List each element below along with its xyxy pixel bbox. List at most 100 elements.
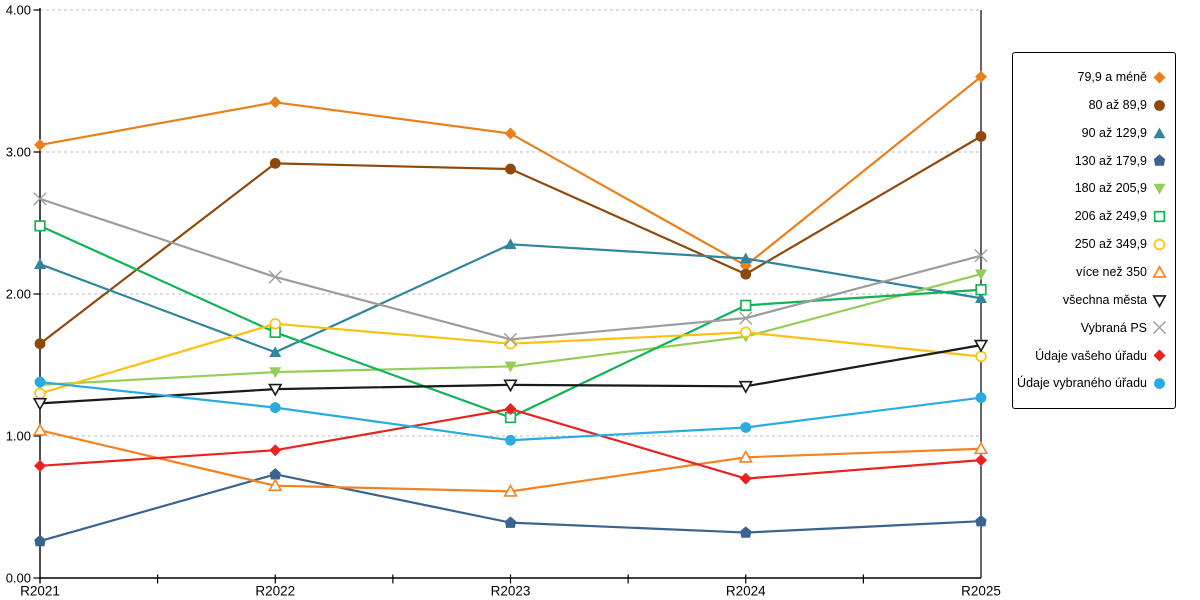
series-marker-3 <box>269 468 281 480</box>
series-marker-4 <box>975 269 987 281</box>
series-marker-0 <box>504 127 517 140</box>
legend-item: Údaje vybraného úřadu <box>1017 376 1167 391</box>
series-marker-2 <box>739 252 752 264</box>
series-marker-3 <box>975 515 987 527</box>
series-marker-8 <box>503 379 518 393</box>
legend-item: 250 až 349,9 <box>1017 237 1167 252</box>
series-marker-6 <box>739 326 752 339</box>
series-marker-4 <box>269 367 282 379</box>
square-outline-icon <box>1152 209 1167 224</box>
series-marker-2 <box>504 238 517 250</box>
triangle-down-outline-icon <box>1152 293 1167 308</box>
series-marker-10 <box>504 403 517 416</box>
y-tick-label: 0.00 <box>6 571 31 586</box>
series-marker-11 <box>740 422 752 433</box>
series-marker-1 <box>269 157 281 169</box>
series-marker-7 <box>973 441 989 455</box>
series-marker-0 <box>269 96 282 109</box>
series-marker-1 <box>975 130 987 142</box>
legend-label: Vybraná PS <box>1080 320 1147 335</box>
series-marker-1 <box>740 268 752 280</box>
legend-item: více než 350 <box>1017 264 1167 280</box>
triangle-outline-icon <box>1152 264 1167 280</box>
x-tick-label: R2022 <box>255 584 295 599</box>
series-marker-11 <box>975 392 987 404</box>
series-marker-6 <box>975 350 987 363</box>
series-marker-5 <box>740 299 752 312</box>
legend-label: Údaje vašeho úřadu <box>1035 348 1147 363</box>
series-marker-3 <box>740 526 752 538</box>
x-tick-label: R2025 <box>961 584 1001 599</box>
circle-icon <box>1152 98 1167 113</box>
triangle-down-icon <box>1152 181 1167 196</box>
y-tick-label: 1.00 <box>6 429 31 444</box>
diamond-icon <box>1152 348 1167 363</box>
series-marker-7 <box>738 449 753 463</box>
legend-label: 250 až 349,9 <box>1074 237 1147 252</box>
legend-item: 90 až 129,9 <box>1017 126 1167 141</box>
series-marker-9 <box>739 311 753 325</box>
y-tick-label: 2.00 <box>6 287 31 302</box>
legend-item: 180 až 205,9 <box>1017 181 1167 196</box>
legend-item: 130 až 179,9 <box>1017 153 1167 168</box>
y-tick-label: 3.00 <box>6 145 31 160</box>
series-marker-1 <box>34 338 46 350</box>
legend-item: Vybraná PS <box>1017 320 1167 335</box>
series-marker-8 <box>32 397 48 411</box>
series-marker-10 <box>269 444 282 457</box>
series-marker-9 <box>974 249 988 263</box>
series-marker-8 <box>268 383 283 397</box>
series-marker-10 <box>739 472 752 485</box>
series-marker-11 <box>34 376 46 388</box>
series-marker-3 <box>504 516 517 528</box>
legend-label: 90 až 129,9 <box>1081 125 1147 140</box>
series-marker-10 <box>34 459 46 472</box>
series-marker-2 <box>34 258 46 269</box>
series-marker-5 <box>34 220 46 232</box>
series-marker-1 <box>505 163 516 175</box>
circle-icon <box>1152 376 1167 391</box>
triangle-up-icon <box>1152 126 1167 141</box>
legend-item: všechna města <box>1017 293 1167 308</box>
series-marker-9 <box>268 270 282 284</box>
series-marker-11 <box>269 402 281 413</box>
series-marker-4 <box>504 361 517 373</box>
legend-label: více než 350 <box>1076 265 1147 279</box>
series-marker-0 <box>975 70 987 83</box>
series-marker-9 <box>504 332 517 346</box>
x-icon <box>1152 320 1167 335</box>
pentagon-icon <box>1152 153 1167 168</box>
legend-label: 180 až 205,9 <box>1074 181 1147 196</box>
series-marker-6 <box>34 387 46 400</box>
series-marker-8 <box>738 380 753 394</box>
legend-label: Údaje vybraného úřadu <box>1017 376 1147 391</box>
circle-outline-icon <box>1152 237 1167 252</box>
legend-label: 206 až 249,9 <box>1074 209 1147 224</box>
series-marker-8 <box>973 339 989 353</box>
legend-item: Údaje vašeho úřadu <box>1017 348 1167 363</box>
series-marker-0 <box>34 138 46 151</box>
series-marker-7 <box>32 422 48 436</box>
series-marker-7 <box>503 483 518 497</box>
x-tick-label: R2021 <box>20 584 60 599</box>
legend-item: 206 až 249,9 <box>1017 209 1167 224</box>
series-marker-3 <box>34 534 46 547</box>
legend-label: 80 až 89,9 <box>1088 97 1147 112</box>
series-marker-10 <box>975 454 987 467</box>
chart-legend: 79,9 a méně 80 až 89,9 90 až 129,9 130 a… <box>1012 52 1176 409</box>
diamond-icon <box>1152 70 1167 85</box>
series-line-8 <box>38 344 983 405</box>
legend-label: 130 až 179,9 <box>1074 153 1147 168</box>
y-tick-label: 4.00 <box>6 3 31 18</box>
series-marker-9 <box>33 192 47 206</box>
legend-label: všechna města <box>1062 292 1147 307</box>
legend-item: 79,9 a méně <box>1017 70 1167 85</box>
x-tick-label: R2023 <box>491 584 531 599</box>
series-marker-2 <box>975 292 987 304</box>
series-marker-6 <box>269 318 282 330</box>
series-marker-5 <box>975 284 987 296</box>
series-marker-11 <box>505 434 516 446</box>
series-marker-2 <box>269 346 282 358</box>
